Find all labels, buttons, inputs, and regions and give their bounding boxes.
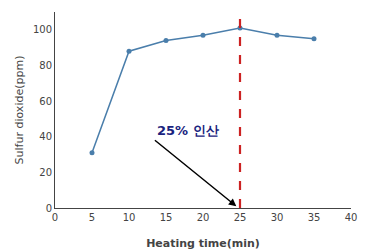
svg-text:10: 10 bbox=[123, 212, 136, 223]
svg-text:0: 0 bbox=[46, 203, 52, 214]
svg-text:20: 20 bbox=[197, 212, 210, 223]
svg-text:30: 30 bbox=[271, 212, 284, 223]
svg-text:80: 80 bbox=[39, 60, 52, 71]
svg-text:35: 35 bbox=[308, 212, 321, 223]
svg-text:15: 15 bbox=[160, 212, 173, 223]
svg-text:40: 40 bbox=[345, 212, 358, 223]
svg-text:25% 인산: 25% 인산 bbox=[157, 123, 219, 138]
svg-text:Sulfur dioxide(ppm): Sulfur dioxide(ppm) bbox=[13, 56, 26, 165]
svg-text:40: 40 bbox=[39, 131, 52, 142]
svg-text:20: 20 bbox=[39, 167, 52, 178]
svg-text:100: 100 bbox=[33, 24, 52, 35]
svg-text:0: 0 bbox=[52, 212, 58, 223]
svg-text:Heating time(min): Heating time(min) bbox=[146, 237, 260, 250]
svg-text:60: 60 bbox=[39, 96, 52, 107]
svg-text:25: 25 bbox=[234, 212, 247, 223]
svg-text:5: 5 bbox=[89, 212, 95, 223]
